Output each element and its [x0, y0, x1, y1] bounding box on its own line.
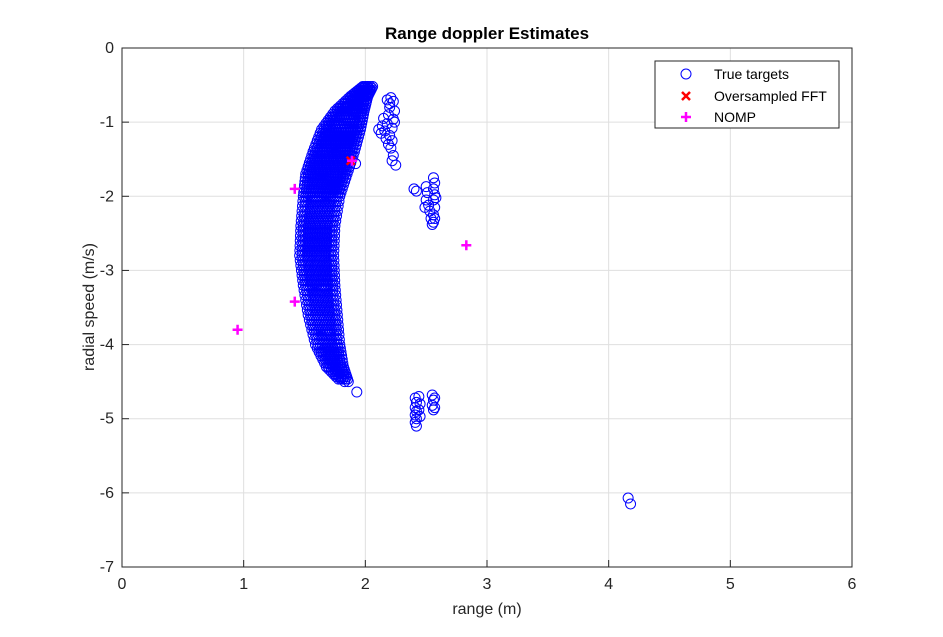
x-tick-label: 4 — [604, 576, 613, 593]
x-axis-label: range (m) — [452, 601, 521, 618]
data-layer — [232, 81, 637, 510]
data-point-true-target — [350, 158, 362, 170]
tick-labels: 0 1 2 3 4 5 6 0 -1 -2 -3 -4 -5 -6 -7 — [100, 40, 857, 593]
y-tick-label: -3 — [100, 262, 114, 279]
data-point-true-target — [413, 404, 425, 416]
data-point-true-target — [373, 124, 385, 136]
data-point-true-target — [386, 135, 398, 147]
data-point-true-target — [357, 81, 369, 93]
data-point-true-target — [622, 492, 634, 504]
legend-label-true-targets: True targets — [714, 66, 789, 82]
x-tick-label: 5 — [726, 576, 735, 593]
legend-label-nomp: NOMP — [714, 109, 756, 125]
data-point-true-target — [389, 116, 401, 128]
legend-entry-true-targets: True targets — [680, 66, 789, 82]
legend-marker-x — [681, 91, 691, 101]
y-tick-label: -6 — [100, 485, 114, 502]
data-point-nomp — [289, 183, 300, 194]
data-point-true-target — [384, 98, 396, 110]
x-tick-label: 1 — [239, 576, 248, 593]
data-point-true-target — [410, 185, 422, 197]
y-tick-label: -5 — [100, 411, 114, 428]
y-tick-label: -4 — [100, 337, 114, 354]
y-tick-label: 0 — [105, 40, 114, 57]
data-point-true-target — [414, 398, 426, 410]
y-tick-label: -7 — [100, 559, 114, 576]
data-point-true-target — [426, 399, 438, 411]
y-tick-label: -2 — [100, 188, 114, 205]
data-point-nomp — [461, 240, 472, 251]
legend: True targets Oversampled FFT NOMP — [654, 60, 840, 129]
x-tick-label: 3 — [483, 576, 492, 593]
data-point-true-target — [427, 172, 439, 184]
data-point-true-target — [335, 372, 347, 384]
data-point-nomp — [289, 296, 300, 307]
data-point-true-target — [342, 376, 354, 388]
data-point-nomp — [346, 155, 357, 166]
data-point-true-target — [390, 159, 402, 171]
legend-entry-nomp: NOMP — [681, 109, 756, 125]
x-tick-label: 6 — [848, 576, 857, 593]
data-point-true-target — [425, 213, 437, 225]
x-tick-label: 2 — [361, 576, 370, 593]
data-point-true-target — [426, 218, 438, 230]
data-point-true-target — [351, 386, 363, 398]
data-point-true-target — [430, 192, 442, 204]
legend-marker-circle — [680, 68, 692, 80]
data-point-true-target — [414, 410, 426, 422]
data-point-true-target — [384, 129, 396, 141]
data-point-true-target — [362, 81, 374, 93]
data-point-true-target — [429, 402, 441, 414]
x-tick-label: 0 — [118, 576, 127, 593]
data-point-true-target — [382, 138, 394, 150]
y-tick-label: -1 — [100, 114, 114, 131]
data-point-true-target — [421, 187, 433, 199]
data-point-true-target — [408, 183, 420, 195]
data-point-true-target — [413, 390, 425, 402]
chart-title: Range doppler Estimates — [385, 24, 589, 43]
data-point-true-target — [380, 132, 392, 144]
data-point-true-target — [625, 498, 637, 510]
data-point-true-target — [427, 404, 439, 416]
legend-label-oversampled-fft: Oversampled FFT — [714, 88, 827, 104]
y-axis-label: radial speed (m/s) — [81, 243, 98, 371]
data-point-true-target — [378, 112, 390, 124]
ticks — [121, 47, 853, 568]
data-point-true-target — [429, 177, 441, 189]
legend-marker-plus — [681, 112, 691, 122]
legend-entry-oversampled-fft: Oversampled FFT — [681, 88, 827, 104]
data-point-true-target — [410, 420, 422, 432]
data-point-nomp — [232, 324, 243, 335]
data-point-true-target — [427, 194, 439, 206]
data-point-true-target — [376, 120, 388, 132]
data-point-true-target — [339, 376, 351, 388]
